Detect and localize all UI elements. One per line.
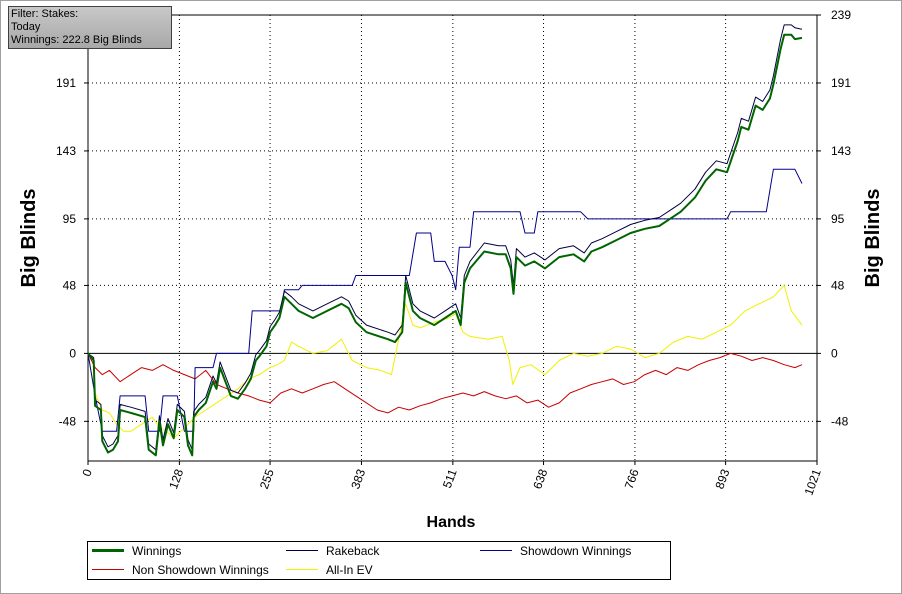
- y-axis-label-left: Big Blinds: [18, 189, 40, 288]
- y-tick-label-right: -48: [831, 414, 849, 428]
- series-line-rakeback: [87, 24, 803, 451]
- series-line-non-showdown-winnings: [87, 352, 803, 414]
- x-tick-label: 383: [348, 467, 368, 491]
- legend: Winnings Rakeback Showdown Winnings Non …: [87, 541, 671, 580]
- y-tick-label-right: 239: [831, 8, 851, 22]
- series-group: [87, 24, 803, 457]
- x-tick-label: 255: [257, 467, 277, 491]
- legend-label-winnings: Winnings: [132, 544, 182, 558]
- y-tick-label-left: 48: [63, 278, 77, 292]
- legend-swatch-winnings: [92, 549, 124, 552]
- ticks-group: 0 128 255 383 511 638 766 893 1021 -48 -48 0 0 48 48 95…: [56, 8, 851, 497]
- x-tick-label: 638: [530, 467, 550, 491]
- y-tick-label-left: -48: [59, 414, 77, 428]
- grid: [88, 14, 817, 461]
- legend-swatch-showdown-winnings: [480, 550, 512, 551]
- filter-period-label: Today: [11, 21, 41, 33]
- filter-info-box: Filter: Stakes: Today Winnings: 222.8 Bi…: [8, 6, 172, 49]
- x-tick-label: 766: [622, 467, 642, 491]
- plot-area: [87, 14, 818, 462]
- x-tick-label: 511: [440, 467, 460, 490]
- winnings-summary: Winnings: 222.8 Big Blinds: [11, 34, 142, 46]
- legend-swatch-all-in-ev: [286, 569, 318, 570]
- filter-stakes-label: Filter: Stakes:: [11, 8, 79, 20]
- x-tick-label: 0: [79, 467, 95, 478]
- y-tick-label-right: 48: [831, 278, 845, 292]
- legend-label-all-in-ev: All-In EV: [326, 563, 373, 577]
- x-tick-label: 1021: [802, 467, 824, 497]
- legend-label-rakeback: Rakeback: [326, 544, 380, 558]
- x-tick-label: 128: [166, 467, 186, 491]
- x-tick-label: 893: [712, 467, 732, 491]
- series-line-showdown-winnings: [87, 168, 803, 432]
- y-tick-label-right: 191: [831, 76, 851, 90]
- y-tick-label-left: 143: [56, 144, 76, 158]
- legend-label-showdown-winnings: Showdown Winnings: [520, 544, 632, 558]
- series-line-winnings: [87, 33, 803, 457]
- x-axis-label: Hands: [427, 514, 476, 531]
- y-tick-label-right: 0: [831, 346, 838, 360]
- legend-swatch-non-showdown-winnings: [92, 569, 124, 570]
- y-tick-label-left: 191: [56, 76, 76, 90]
- y-tick-label-right: 95: [831, 212, 845, 226]
- y-tick-label-left: 0: [69, 346, 76, 360]
- legend-label-non-showdown-winnings: Non Showdown Winnings: [132, 563, 269, 577]
- legend-swatch-rakeback: [286, 550, 318, 551]
- y-tick-label-right: 143: [831, 144, 851, 158]
- y-tick-label-left: 95: [63, 212, 77, 226]
- y-axis-label-right: Big Blinds: [862, 189, 884, 288]
